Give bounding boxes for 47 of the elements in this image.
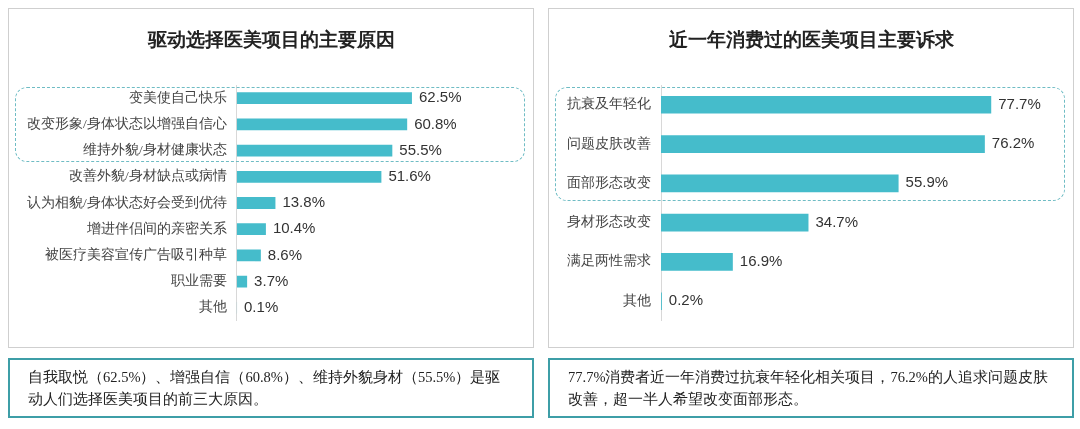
y-tick-label: 职业需要 bbox=[170, 273, 227, 289]
data-label: 51.6% bbox=[388, 166, 431, 184]
y-tick-label: 抗衰及年轻化 bbox=[567, 96, 651, 112]
data-label: 16.9% bbox=[739, 252, 783, 270]
data-label: 55.5% bbox=[399, 140, 442, 158]
bar bbox=[236, 170, 382, 183]
bar bbox=[236, 249, 261, 262]
data-label: 55.9% bbox=[905, 173, 949, 191]
y-tick-label: 被医疗美容宣传广告吸引种草 bbox=[44, 246, 227, 262]
bar bbox=[236, 144, 393, 157]
data-label: 0.2% bbox=[668, 291, 704, 309]
chart-title: 近一年消费过的医美项目主要诉求 bbox=[667, 28, 955, 52]
y-tick-label: 满足两性需求 bbox=[567, 253, 651, 269]
data-label: 3.7% bbox=[254, 271, 289, 289]
data-label: 62.5% bbox=[418, 88, 462, 106]
y-tick-label: 其他 bbox=[198, 299, 227, 315]
bar bbox=[236, 197, 276, 209]
y-tick-label: 问题皮肤改善 bbox=[567, 134, 651, 151]
y-tick-label: 认为相貌/身体状态好会受到优待 bbox=[26, 194, 227, 210]
data-label: 13.8% bbox=[282, 193, 325, 211]
bar bbox=[236, 92, 412, 105]
data-label: 76.2% bbox=[991, 134, 1035, 152]
bar bbox=[236, 118, 408, 131]
bar bbox=[661, 253, 733, 271]
data-label: 8.6% bbox=[267, 245, 303, 263]
bar bbox=[661, 174, 899, 193]
bar bbox=[236, 223, 266, 236]
chart-title: 驱动选择医美项目的主要原因 bbox=[146, 28, 396, 52]
data-label: 0.1% bbox=[244, 297, 279, 315]
data-label: 77.7% bbox=[998, 94, 1041, 112]
y-tick-label: 面部形态改变 bbox=[567, 174, 651, 190]
y-tick-label: 其他 bbox=[623, 292, 651, 308]
bar bbox=[661, 95, 992, 114]
bar bbox=[661, 213, 809, 232]
data-label: 60.8% bbox=[414, 114, 457, 132]
y-tick-label: 改变形象/身体状态以增强自信心 bbox=[26, 115, 227, 131]
y-tick-label: 改善外貌/身材缺点或病情 bbox=[68, 167, 227, 184]
y-tick-label: 身材形态改变 bbox=[567, 214, 651, 230]
data-label: 34.7% bbox=[815, 212, 859, 230]
bar bbox=[236, 275, 248, 288]
data-label: 10.4% bbox=[272, 219, 316, 237]
text: 77.7%消费者近一年消费过抗衰年轻化相关项目，76.2%的人追求问题皮肤改善，超一半人希望改变面部形态。 bbox=[548, 358, 1074, 418]
y-tick-label: 维持外貌/身材健康状态 bbox=[82, 142, 227, 158]
bar bbox=[661, 135, 985, 153]
y-tick-label: 增进伴侣间的亲密关系 bbox=[85, 220, 227, 236]
y-tick-label: 变美使自己快乐 bbox=[128, 89, 227, 105]
text: 自我取悦（62.5%）、增强自信（60.8%）、维持外貌身材（55.5%）是驱动人们选择医美项目的前三大原因。 bbox=[8, 358, 534, 418]
